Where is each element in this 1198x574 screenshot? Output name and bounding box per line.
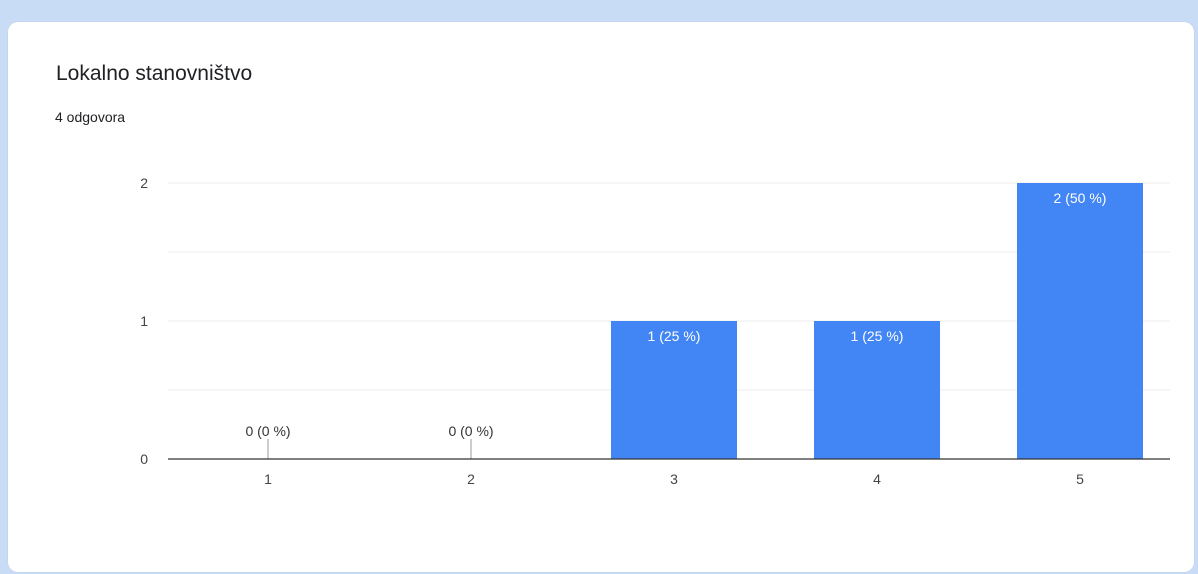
x-tick-label: 4: [873, 471, 881, 487]
y-tick-label: 0: [140, 451, 148, 467]
labels: 0 1 2 0 (0 %) 1 0 (0 %) 2 1 (25 %) 3 1 (25 %) 4 2 (…: [140, 175, 1106, 487]
data-label: 0 (0 %): [448, 423, 493, 439]
data-label: 1 (25 %): [851, 328, 904, 344]
x-tick-label: 2: [467, 471, 475, 487]
x-tick-label: 3: [670, 471, 678, 487]
bar[interactable]: [1017, 183, 1143, 459]
bars: [267, 183, 1143, 459]
data-label: 0 (0 %): [245, 423, 290, 439]
data-label: 2 (50 %): [1054, 190, 1107, 206]
bar[interactable]: [611, 321, 737, 459]
x-tick-label: 5: [1076, 471, 1084, 487]
x-tick-label: 1: [264, 471, 272, 487]
response-count: 4 odgovora: [55, 109, 126, 125]
y-tick-label: 1: [140, 313, 148, 329]
bar[interactable]: [814, 321, 940, 459]
data-label: 1 (25 %): [648, 328, 701, 344]
chart-card: [8, 22, 1194, 572]
chart-title: Lokalno stanovništvo: [56, 62, 253, 85]
y-tick-label: 2: [140, 175, 148, 191]
